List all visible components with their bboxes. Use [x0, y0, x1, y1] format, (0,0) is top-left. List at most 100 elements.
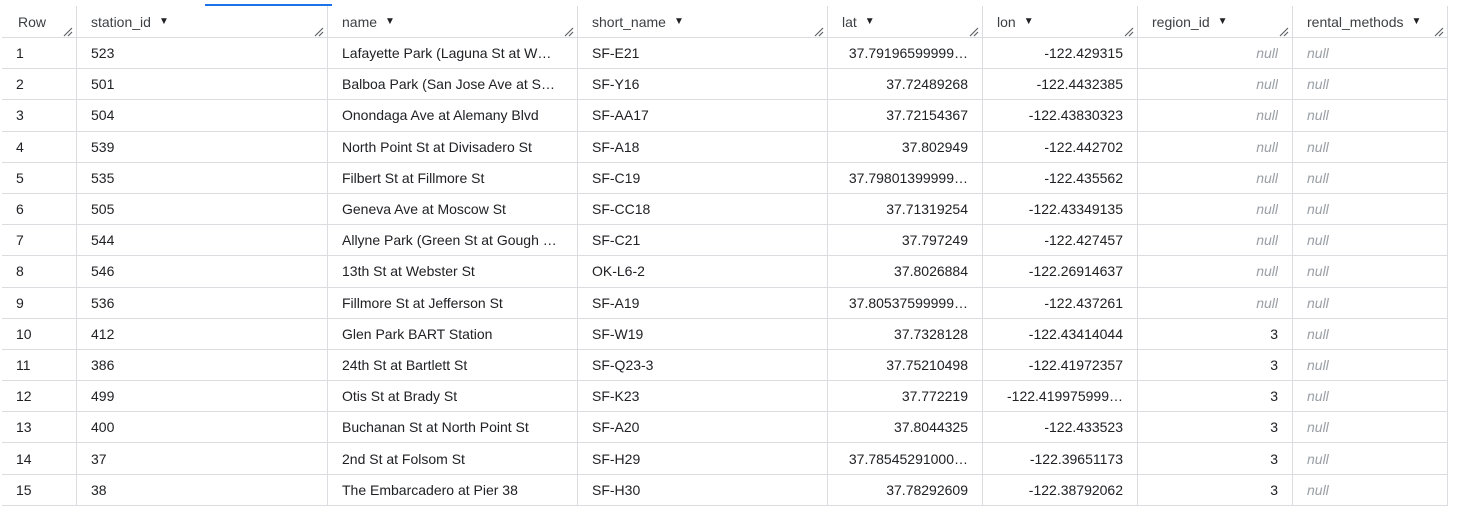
- arrow-down-icon[interactable]: ▼: [1411, 15, 1422, 27]
- cell-lat[interactable]: 37.79801399999…: [828, 162, 983, 194]
- cell-rental-methods[interactable]: null: [1293, 162, 1448, 194]
- cell-lat[interactable]: 37.7328128: [828, 318, 983, 350]
- cell-rental-methods[interactable]: null: [1293, 381, 1448, 413]
- cell-name[interactable]: 24th St at Bartlett St: [328, 349, 578, 382]
- row-number[interactable]: 10: [2, 318, 77, 350]
- column-header-rental-methods[interactable]: rental_methods ▼: [1293, 6, 1448, 38]
- cell-lon[interactable]: -122.419975999…: [983, 381, 1138, 413]
- row-number[interactable]: 15: [2, 474, 77, 506]
- row-number[interactable]: 12: [2, 381, 77, 413]
- cell-name[interactable]: Glen Park BART Station: [328, 318, 578, 350]
- table-row[interactable]: 14 37 2nd St at Folsom St SF-H29 37.78545291…: [2, 443, 1448, 475]
- cell-lon[interactable]: -122.26914637: [983, 256, 1138, 288]
- cell-lat[interactable]: 37.75210498: [828, 349, 983, 382]
- column-resize-icon[interactable]: [314, 24, 324, 37]
- cell-lat[interactable]: 37.772219: [828, 381, 983, 413]
- cell-station-id[interactable]: 412: [77, 318, 328, 350]
- cell-lat[interactable]: 37.80537599999…: [828, 287, 983, 319]
- row-number[interactable]: 4: [2, 131, 77, 163]
- column-resize-icon[interactable]: [969, 24, 979, 37]
- cell-region-id[interactable]: 3: [1138, 474, 1293, 506]
- row-number[interactable]: 6: [2, 193, 77, 226]
- cell-rental-methods[interactable]: null: [1293, 443, 1448, 475]
- cell-station-id[interactable]: 523: [77, 38, 328, 70]
- column-resize-icon[interactable]: [814, 24, 824, 37]
- cell-short-name[interactable]: SF-Q23-3: [578, 349, 828, 382]
- cell-short-name[interactable]: SF-Y16: [578, 69, 828, 101]
- table-row[interactable]: 10 412 Glen Park BART Station SF-W19 37.7328…: [2, 318, 1448, 350]
- cell-short-name[interactable]: SF-H30: [578, 474, 828, 506]
- column-resize-icon[interactable]: [1434, 24, 1444, 37]
- cell-region-id[interactable]: null: [1138, 131, 1293, 163]
- table-row[interactable]: 5 535 Filbert St at Fillmore St SF-C19 37.79…: [2, 162, 1448, 194]
- column-header-row[interactable]: Row: [2, 6, 77, 38]
- table-row[interactable]: 13 400 Buchanan St at North Point St SF-A20…: [2, 412, 1448, 444]
- cell-lon[interactable]: -122.39651173: [983, 443, 1138, 475]
- column-header-station-id[interactable]: station_id ▼: [77, 6, 328, 38]
- cell-station-id[interactable]: 499: [77, 381, 328, 413]
- cell-name[interactable]: Balboa Park (San Jose Ave at S…: [328, 69, 578, 101]
- cell-short-name[interactable]: SF-C19: [578, 162, 828, 194]
- row-number[interactable]: 14: [2, 443, 77, 475]
- arrow-down-icon[interactable]: ▼: [864, 15, 875, 27]
- column-header-lat[interactable]: lat ▼: [828, 6, 983, 38]
- cell-region-id[interactable]: null: [1138, 162, 1293, 194]
- cell-name[interactable]: North Point St at Divisadero St: [328, 131, 578, 163]
- cell-lon[interactable]: -122.429315: [983, 38, 1138, 70]
- cell-lon[interactable]: -122.435562: [983, 162, 1138, 194]
- column-header-short-name[interactable]: short_name ▼: [578, 6, 828, 38]
- cell-station-id[interactable]: 544: [77, 225, 328, 257]
- table-row[interactable]: 7 544 Allyne Park (Green St at Gough … SF-C…: [2, 225, 1448, 257]
- table-row[interactable]: 3 504 Onondaga Ave at Alemany Blvd SF-AA17 3…: [2, 100, 1448, 132]
- table-row[interactable]: 2 501 Balboa Park (San Jose Ave at S… SF-Y1…: [2, 69, 1448, 101]
- cell-lon[interactable]: -122.41972357: [983, 349, 1138, 382]
- cell-short-name[interactable]: SF-AA17: [578, 100, 828, 132]
- cell-station-id[interactable]: 38: [77, 474, 328, 506]
- row-number[interactable]: 7: [2, 225, 77, 257]
- column-header-name[interactable]: name ▼: [328, 6, 578, 38]
- cell-lon[interactable]: -122.4432385: [983, 69, 1138, 101]
- arrow-down-icon[interactable]: ▼: [1023, 15, 1034, 27]
- cell-region-id[interactable]: null: [1138, 287, 1293, 319]
- cell-short-name[interactable]: SF-A18: [578, 131, 828, 163]
- cell-region-id[interactable]: null: [1138, 69, 1293, 101]
- cell-lon[interactable]: -122.43414044: [983, 318, 1138, 350]
- cell-station-id[interactable]: 546: [77, 256, 328, 288]
- cell-station-id[interactable]: 505: [77, 193, 328, 226]
- cell-station-id[interactable]: 536: [77, 287, 328, 319]
- cell-lat[interactable]: 37.802949: [828, 131, 983, 163]
- table-row[interactable]: 6 505 Geneva Ave at Moscow St SF-CC18 37.713…: [2, 193, 1448, 226]
- cell-region-id[interactable]: 3: [1138, 381, 1293, 413]
- cell-rental-methods[interactable]: null: [1293, 318, 1448, 350]
- cell-lat[interactable]: 37.72489268: [828, 69, 983, 101]
- row-number[interactable]: 11: [2, 349, 77, 382]
- cell-name[interactable]: The Embarcadero at Pier 38: [328, 474, 578, 506]
- cell-lon[interactable]: -122.427457: [983, 225, 1138, 257]
- arrow-down-icon[interactable]: ▼: [673, 15, 684, 27]
- cell-name[interactable]: Allyne Park (Green St at Gough …: [328, 225, 578, 257]
- cell-station-id[interactable]: 386: [77, 349, 328, 382]
- arrow-down-icon[interactable]: ▼: [385, 15, 395, 27]
- row-number[interactable]: 8: [2, 256, 77, 288]
- cell-rental-methods[interactable]: null: [1293, 193, 1448, 226]
- cell-lon[interactable]: -122.43349135: [983, 193, 1138, 226]
- cell-lat[interactable]: 37.71319254: [828, 193, 983, 226]
- row-number[interactable]: 3: [2, 100, 77, 132]
- cell-station-id[interactable]: 501: [77, 69, 328, 101]
- cell-lon[interactable]: -122.433523: [983, 412, 1138, 444]
- cell-lat[interactable]: 37.797249: [828, 225, 983, 257]
- table-row[interactable]: 8 546 13th St at Webster St OK-L6-2 37.80268…: [2, 256, 1448, 288]
- cell-station-id[interactable]: 539: [77, 131, 328, 163]
- cell-station-id[interactable]: 504: [77, 100, 328, 132]
- cell-name[interactable]: Lafayette Park (Laguna St at W…: [328, 38, 578, 70]
- cell-rental-methods[interactable]: null: [1293, 349, 1448, 382]
- cell-short-name[interactable]: SF-K23: [578, 381, 828, 413]
- column-resize-icon[interactable]: [564, 24, 574, 37]
- cell-rental-methods[interactable]: null: [1293, 100, 1448, 132]
- row-number[interactable]: 9: [2, 287, 77, 319]
- row-number[interactable]: 5: [2, 162, 77, 194]
- cell-lat[interactable]: 37.78545291000…: [828, 443, 983, 475]
- cell-lon[interactable]: -122.437261: [983, 287, 1138, 319]
- cell-lon[interactable]: -122.43830323: [983, 100, 1138, 132]
- table-row[interactable]: 9 536 Fillmore St at Jefferson St SF-A19 37.…: [2, 287, 1448, 319]
